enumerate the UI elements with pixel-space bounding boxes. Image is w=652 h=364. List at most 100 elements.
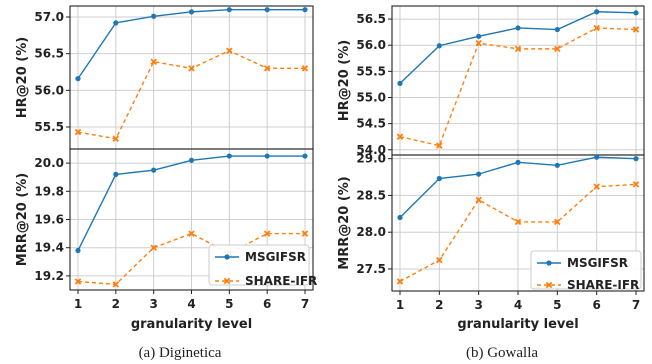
data-point-msgifsr (302, 153, 308, 159)
data-point-msgifsr (594, 9, 600, 15)
data-point-share-ifr (263, 230, 271, 237)
x-tick-label: 5 (553, 298, 561, 312)
data-point-msgifsr (188, 157, 195, 163)
data-point-msgifsr (226, 153, 232, 159)
data-point-msgifsr (436, 43, 442, 49)
data-point-msgifsr (226, 7, 232, 13)
data-point-msgifsr (633, 156, 639, 162)
data-point-msgifsr (515, 159, 521, 165)
x-tick-label: 4 (514, 298, 522, 312)
data-point-msgifsr (151, 167, 157, 173)
data-point-msgifsr (113, 171, 119, 177)
data-point-share-ifr (593, 183, 600, 190)
data-point-msgifsr (476, 171, 482, 177)
data-point-share-ifr (593, 24, 600, 32)
y-axis-label: MRR@20 (%) (15, 173, 30, 266)
data-point-msgifsr (594, 154, 600, 160)
data-point-share-ifr (112, 135, 120, 142)
data-point-msgifsr (302, 7, 308, 13)
data-point-msgifsr (113, 20, 119, 26)
y-axis-label: HR@20 (%) (15, 37, 30, 118)
x-tick-label: 4 (187, 297, 195, 311)
data-point-msgifsr (75, 76, 81, 82)
data-point-share-ifr (301, 65, 309, 72)
data-point-share-ifr (150, 244, 157, 251)
y-tick-label: 57.0 (34, 10, 64, 24)
data-point-share-ifr (188, 65, 195, 72)
x-tick-label: 6 (592, 298, 600, 312)
x-tick-label: 2 (435, 298, 443, 312)
x-tick-label: 7 (632, 298, 640, 312)
data-point-share-ifr (263, 65, 271, 72)
data-point-msgifsr (188, 9, 195, 15)
x-tick-label: 1 (396, 298, 404, 312)
data-point-msgifsr (264, 7, 270, 13)
data-point-msgifsr (75, 247, 81, 254)
y-tick-label: 19.6 (34, 213, 64, 227)
y-axis-label: HR@20 (%) (337, 40, 352, 121)
data-point-share-ifr (436, 142, 443, 149)
x-axis-label: granularity level (457, 317, 578, 332)
data-point-msgifsr (436, 175, 442, 182)
chart-panel-2: 19.2 19.4 19.6 19.8 20.0 1 2 3 4 5 6 7 MRR@20 (%) gra… (15, 148, 317, 332)
x-tick-label: 3 (474, 298, 482, 312)
x-tick-label: 7 (301, 297, 309, 311)
y-tick-label: 56.5 (356, 12, 386, 26)
data-point-share-ifr (188, 230, 195, 237)
legend-label: MSGIFSR (567, 256, 628, 270)
data-point-share-ifr (475, 39, 482, 47)
data-point-share-ifr (514, 45, 522, 53)
y-tick-label: 56.5 (34, 47, 64, 61)
y-tick-label: 20.0 (34, 156, 64, 170)
y-tick-label: 55.5 (356, 64, 386, 78)
data-point-share-ifr (554, 45, 561, 53)
caption-gowalla: (b) Gowalla (466, 345, 538, 361)
data-point-share-ifr (74, 278, 82, 285)
data-point-msgifsr (397, 214, 403, 221)
y-tick-label: 19.4 (34, 241, 64, 255)
legend: MSGIFSR SHARE-IFR (208, 244, 317, 288)
data-point-share-ifr (74, 128, 82, 136)
data-point-share-ifr (150, 58, 157, 65)
legend-label: MSGIFSR (245, 250, 306, 264)
x-tick-label: 5 (225, 297, 233, 311)
data-point-share-ifr (396, 133, 404, 140)
legend-marker (545, 281, 553, 289)
legend-box (530, 250, 642, 290)
y-tick-label: 56.0 (356, 38, 386, 52)
legend-label: SHARE-IFR (245, 274, 317, 288)
y-tick-label: 55.5 (34, 120, 64, 134)
data-point-msgifsr (554, 26, 560, 33)
y-tick-label: 28.0 (356, 225, 386, 239)
chart-panel-1: 55.5 56.0 56.5 57.0 HR@20 (%) (15, 5, 314, 150)
data-point-share-ifr (301, 230, 309, 237)
legend-marker (223, 277, 231, 285)
legend-label: SHARE-IFR (567, 278, 639, 292)
data-point-msgifsr (476, 33, 482, 39)
y-tick-label: 29.0 (356, 152, 386, 166)
legend-marker (224, 254, 230, 260)
legend-box (208, 244, 310, 286)
y-tick-label: 55.0 (356, 90, 386, 104)
y-tick-label: 28.5 (356, 188, 386, 202)
data-point-share-ifr (226, 47, 233, 54)
data-point-share-ifr (514, 218, 522, 226)
y-tick-label: 27.5 (356, 262, 386, 276)
chart-panel-3: 54.0 54.5 55.0 55.5 56.0 56.5 HR@20 (%) (337, 5, 645, 157)
data-point-share-ifr (112, 281, 120, 288)
data-point-msgifsr (633, 10, 639, 16)
y-tick-label: 54.0 (356, 143, 386, 157)
y-tick-label: 19.8 (34, 184, 64, 198)
x-axis-label: granularity level (131, 317, 252, 332)
x-tick-label: 6 (263, 297, 271, 311)
data-point-share-ifr (554, 218, 561, 226)
x-tick-label: 3 (149, 297, 157, 311)
data-point-msgifsr (515, 25, 521, 31)
legend: MSGIFSR SHARE-IFR (530, 250, 642, 292)
y-tick-label: 54.5 (356, 117, 386, 131)
data-point-share-ifr (436, 256, 443, 264)
data-point-share-ifr (632, 26, 640, 33)
data-point-msgifsr (397, 80, 403, 86)
x-tick-label: 1 (74, 297, 82, 311)
